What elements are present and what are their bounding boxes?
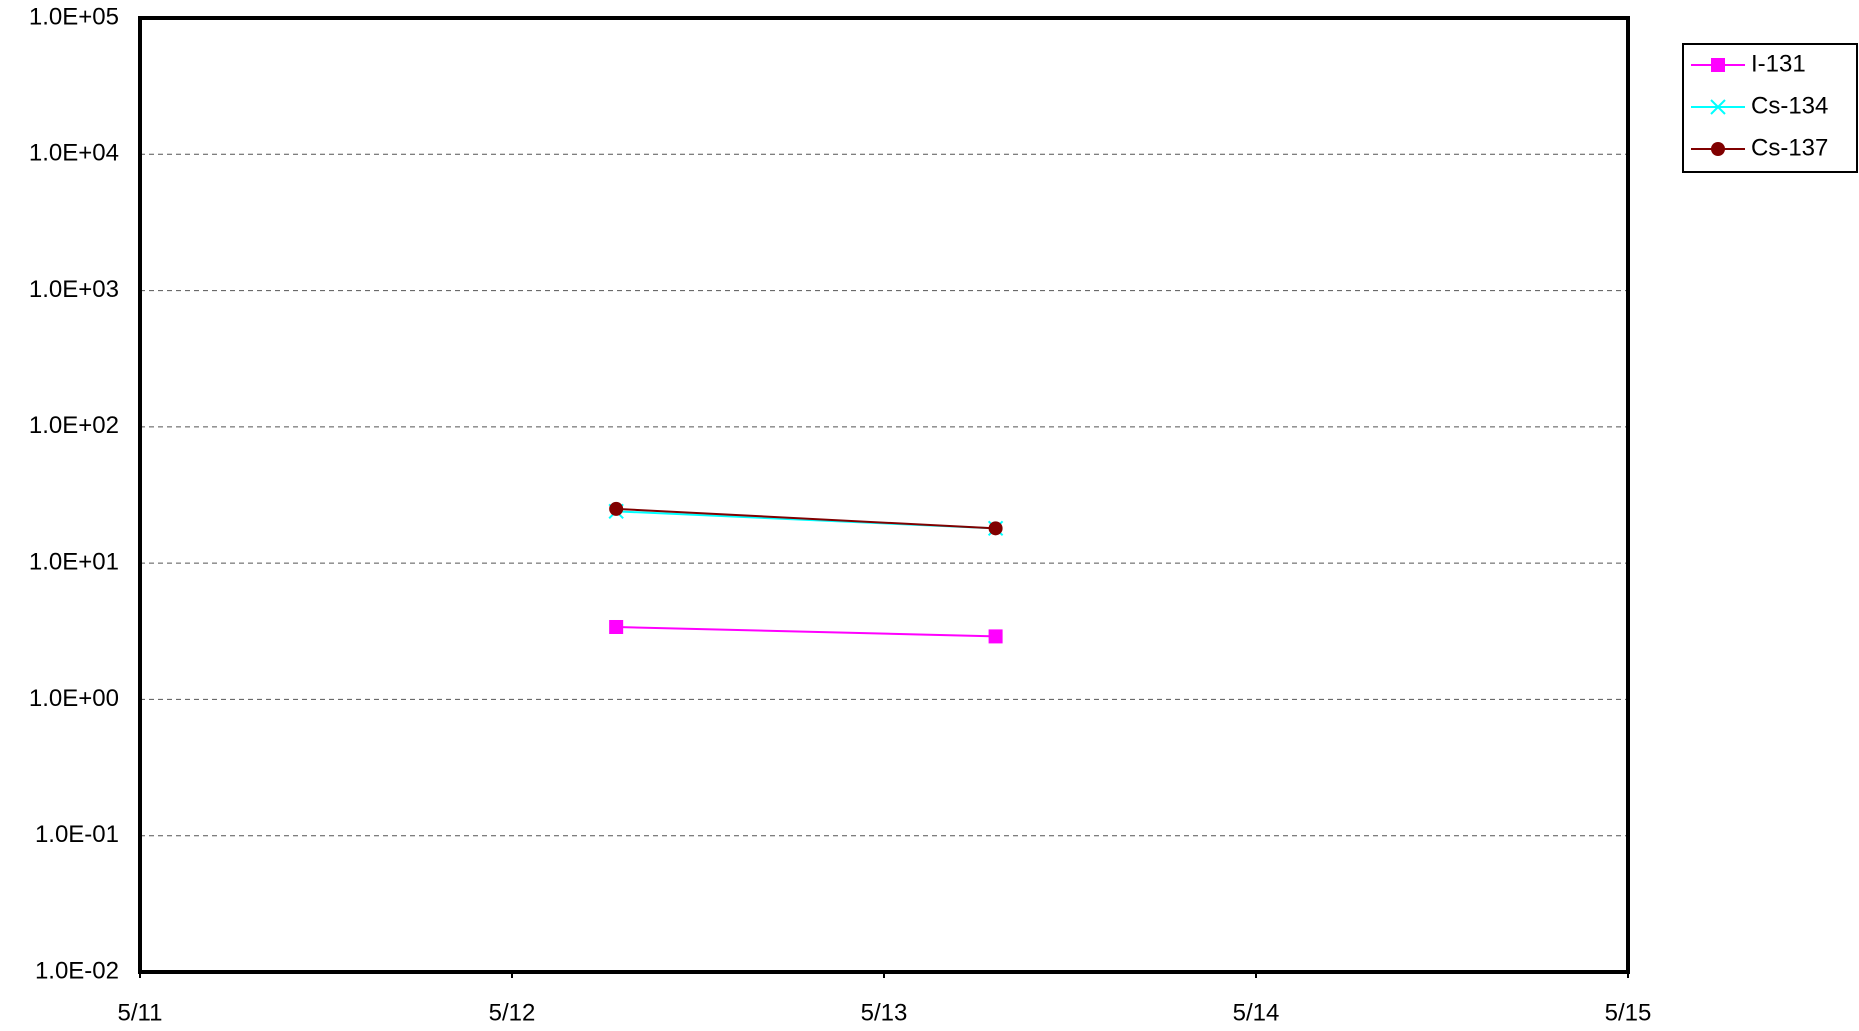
- marker: [1710, 99, 1726, 115]
- legend-label: Cs-134: [1751, 92, 1828, 119]
- x-tick-label: 5/13: [861, 999, 908, 1026]
- legend: I-131 Cs-134 Cs-137: [1682, 43, 1858, 173]
- y-tick-label: 1.0E-01: [35, 821, 119, 848]
- x-tick-label: 5/11: [118, 999, 163, 1026]
- y-tick-label: 1.0E+04: [29, 140, 119, 167]
- y-tick-label: 1.0E-02: [35, 957, 119, 984]
- marker: [988, 521, 1003, 536]
- x-tick-label: 5/14: [1233, 999, 1280, 1026]
- series-line: [616, 507, 996, 530]
- legend-label: I-131: [1751, 50, 1806, 77]
- marker: [988, 629, 1003, 644]
- y-tick-label: 1.0E+00: [29, 685, 119, 712]
- y-tick-label: 1.0E+03: [29, 276, 119, 303]
- marker: [609, 501, 624, 516]
- y-tick-label: 1.0E+01: [29, 548, 119, 575]
- series-line: [616, 625, 996, 638]
- y-tick-label: 1.0E+02: [29, 412, 119, 439]
- marker: [1711, 58, 1725, 72]
- plot-frame: [138, 16, 1630, 974]
- x-tick-label: 5/15: [1605, 999, 1652, 1026]
- marker: [1711, 142, 1725, 156]
- y-tick-label: 1.0E+05: [29, 3, 119, 30]
- legend-label: Cs-137: [1751, 134, 1828, 161]
- marker: [609, 619, 624, 634]
- x-tick-label: 5/12: [489, 999, 536, 1026]
